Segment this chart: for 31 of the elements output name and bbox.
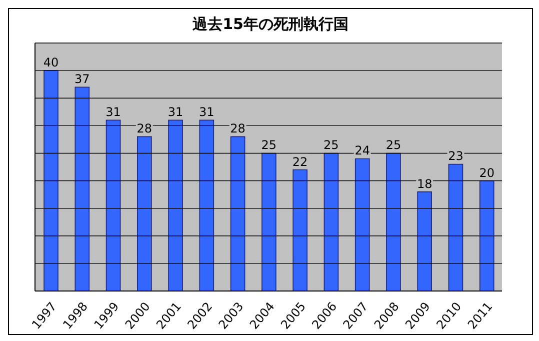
bar xyxy=(292,169,308,291)
bar xyxy=(324,152,339,291)
data-label: 28 xyxy=(230,122,246,136)
bar xyxy=(199,120,214,291)
bar xyxy=(479,180,494,291)
data-label: 31 xyxy=(106,105,121,120)
data-label: 28 xyxy=(136,122,152,136)
data-label: 40 xyxy=(43,56,59,70)
bar xyxy=(417,191,432,291)
data-label: 25 xyxy=(324,138,339,152)
bar xyxy=(74,86,90,291)
data-label: 24 xyxy=(354,144,370,158)
bar xyxy=(168,120,183,291)
data-label: 25 xyxy=(261,138,277,152)
data-label: 18 xyxy=(416,176,432,191)
bar xyxy=(106,120,121,291)
bar xyxy=(44,70,58,291)
bar xyxy=(137,136,152,291)
data-label: 25 xyxy=(386,138,402,152)
bar xyxy=(354,158,370,291)
bar xyxy=(448,164,464,291)
bar xyxy=(230,136,246,291)
data-label: 22 xyxy=(292,154,308,169)
bar xyxy=(386,152,401,291)
data-label: 23 xyxy=(448,149,464,164)
bar xyxy=(262,152,276,291)
data-label: 31 xyxy=(199,105,214,120)
data-label: 20 xyxy=(479,166,495,180)
data-label: 37 xyxy=(74,72,90,86)
chart-title: 過去15年の死刑執行国 xyxy=(192,15,350,34)
data-label: 31 xyxy=(168,105,184,120)
